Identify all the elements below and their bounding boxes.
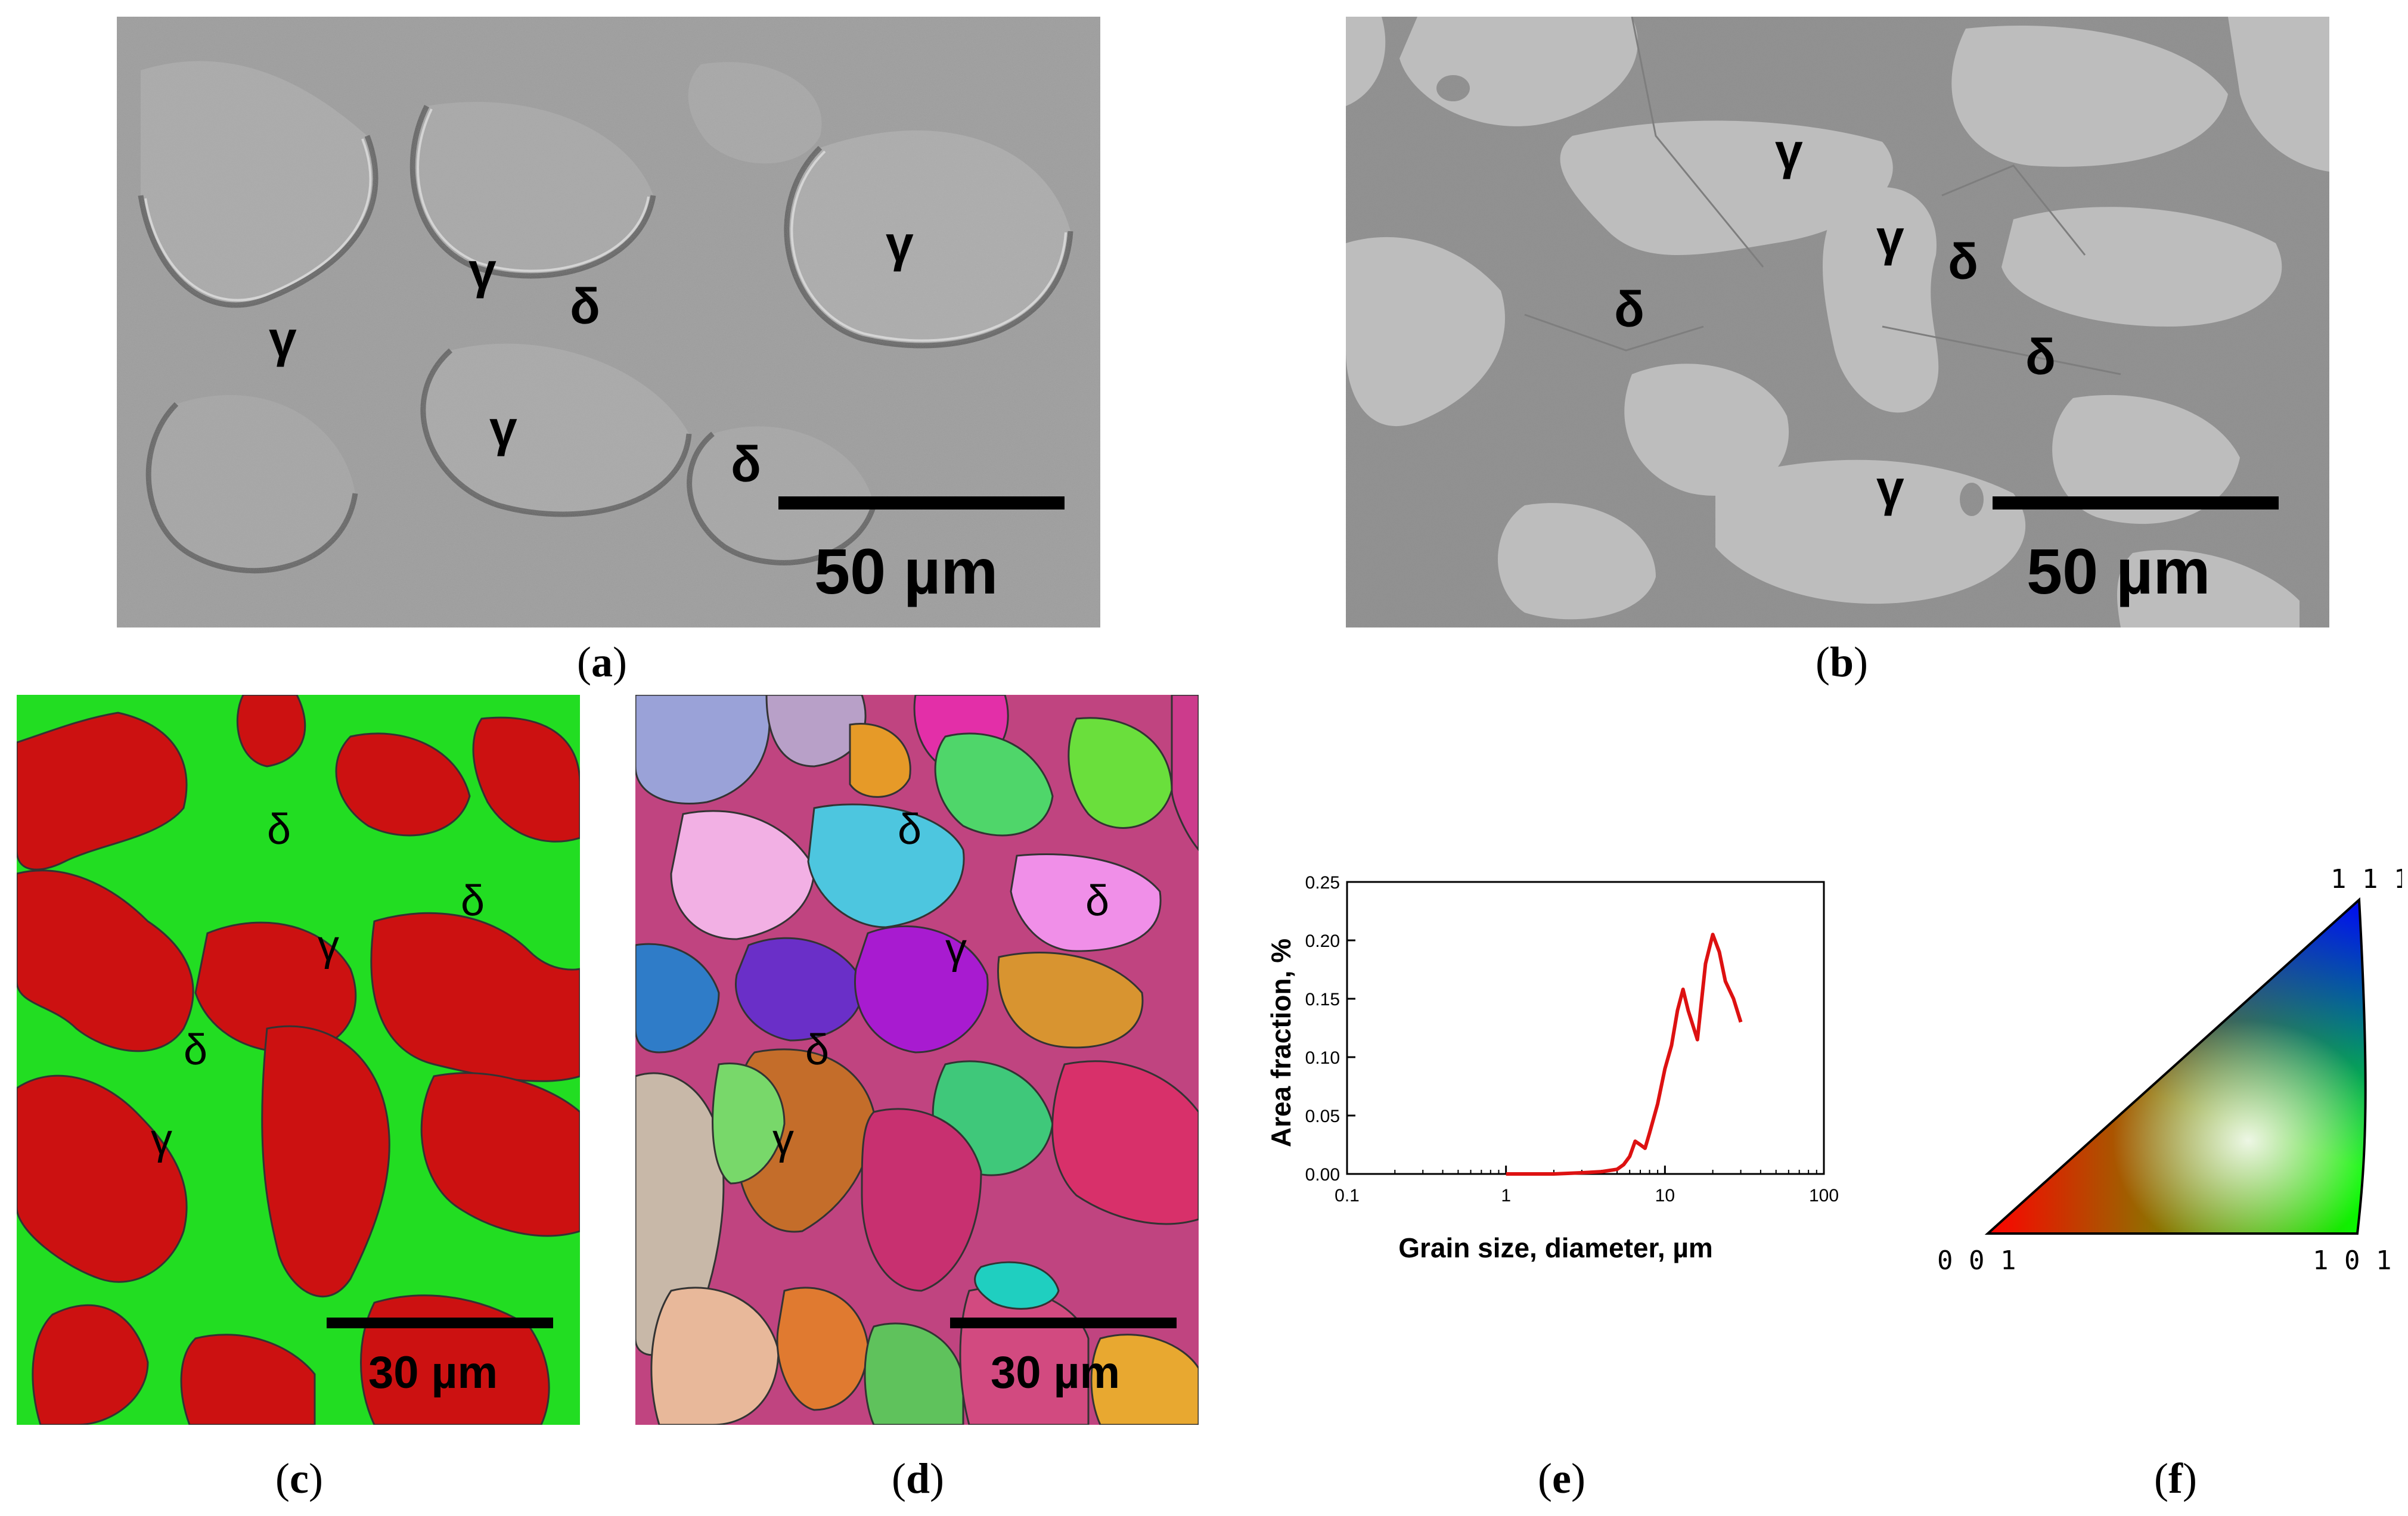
caption-e: (e) xyxy=(1538,1455,1585,1502)
phase-label-gamma: γ xyxy=(1775,123,1803,179)
y-tick-label: 0.20 xyxy=(1305,931,1340,951)
caption-d: (d) xyxy=(891,1455,944,1502)
phase-label-gamma: γ xyxy=(489,400,517,456)
phase-label-gamma: γ xyxy=(151,1116,172,1163)
plot-frame xyxy=(1346,881,1825,1175)
phase-label-delta: δ xyxy=(267,806,291,853)
y-tick-label: 0.05 xyxy=(1305,1107,1340,1126)
scale-bar-label: 30 µm xyxy=(368,1347,498,1398)
micrograph-b: γ γ δ δ δ γ 50 µm xyxy=(1346,17,2329,627)
phase-label-gamma: γ xyxy=(1876,460,1904,516)
scale-bar xyxy=(778,496,1065,510)
ipf-label-001: 0 0 1 xyxy=(1937,1245,2016,1275)
y-tick-label: 0.25 xyxy=(1305,873,1340,893)
micrograph-a: γ γ δ γ γ δ 50 µm xyxy=(117,17,1100,627)
phase-label-gamma: γ xyxy=(269,311,297,367)
phase-label-gamma: γ xyxy=(886,216,914,272)
caption-f: (f) xyxy=(2154,1455,2197,1502)
phase-label-delta: δ xyxy=(570,278,600,334)
y-tick-label: 0.10 xyxy=(1305,1048,1340,1068)
phase-label-delta: δ xyxy=(184,1026,207,1074)
plot-area: 0.1 1 10 100 0.00 0.05 0.10 0.15 0.20 0.25 xyxy=(1305,873,1839,1206)
caption-c: (c) xyxy=(275,1455,323,1502)
phase-label-delta: δ xyxy=(2025,329,2056,385)
scale-bar-label: 30 µm xyxy=(991,1347,1120,1398)
x-tick-label: 100 xyxy=(1809,1186,1839,1206)
phase-label-gamma: γ xyxy=(945,925,967,973)
phase-label-delta: δ xyxy=(898,806,921,853)
phase-label-delta: δ xyxy=(805,1026,829,1074)
y-axis-label: Area fraction, % xyxy=(1265,939,1296,1147)
ipf-label-111: 1 1 1 xyxy=(2331,864,2402,894)
grain-size-chart: 0.1 1 10 100 0.00 0.05 0.10 0.15 0.20 0.25 Grain … xyxy=(1264,858,1860,1275)
phase-label-delta: δ xyxy=(1948,234,1978,290)
x-tick-label: 1 xyxy=(1501,1186,1511,1206)
series-line xyxy=(1506,933,1743,1176)
x-tick-label: 10 xyxy=(1655,1186,1675,1206)
ipf-label-101: 1 0 1 xyxy=(2313,1245,2391,1275)
x-tick-label: 0.1 xyxy=(1335,1186,1360,1206)
orientation-map-d: δ γ δ δ γ 30 µm xyxy=(635,695,1199,1425)
phase-label-gamma: γ xyxy=(1876,210,1904,266)
phase-label-gamma: γ xyxy=(318,922,339,970)
phase-label-delta: δ xyxy=(461,877,485,925)
ipf-triangle: 1 1 1 0 0 1 1 0 1 xyxy=(1913,858,2402,1275)
x-axis-label: Grain size, diameter, µm xyxy=(1398,1232,1713,1263)
phase-label-delta: δ xyxy=(731,436,761,492)
phase-label-delta: δ xyxy=(1614,281,1644,337)
scale-bar-label: 50 µm xyxy=(2027,535,2210,607)
scale-bar xyxy=(327,1318,553,1328)
scale-bar xyxy=(1993,496,2279,510)
scale-bar-label: 50 µm xyxy=(814,535,998,607)
y-tick-label: 0.00 xyxy=(1305,1165,1340,1185)
phase-label-gamma: γ xyxy=(772,1116,794,1163)
caption-a: (a) xyxy=(577,638,627,686)
phase-label-delta: δ xyxy=(1085,877,1109,925)
phase-label-gamma: γ xyxy=(468,243,497,299)
phase-map-c: δ γ δ δ γ 30 µm xyxy=(17,695,580,1425)
scale-bar xyxy=(950,1318,1177,1328)
caption-b: (b) xyxy=(1815,638,1868,686)
y-tick-label: 0.15 xyxy=(1305,990,1340,1009)
